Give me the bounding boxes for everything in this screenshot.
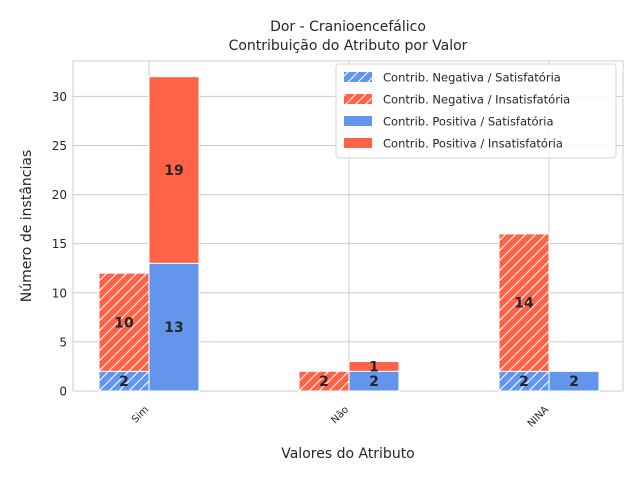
bar-positiva-insatisfatoria: [148, 76, 200, 264]
bar-hatch: [99, 273, 149, 372]
bar-value-label: 2: [569, 374, 579, 390]
bar-positiva-satisfatoria: [548, 370, 600, 392]
legend-label: Contrib. Positiva / Satisfatória: [383, 115, 554, 129]
bar-value-label: 19: [164, 163, 183, 179]
y-tick-label: 15: [52, 237, 67, 251]
legend-swatch-hatch: [344, 72, 372, 82]
y-axis-label: Número de instâncias: [19, 150, 35, 302]
legend: Contrib. Negativa / Satisfatória Contrib.…: [335, 63, 617, 159]
bar-value-label: 13: [164, 320, 183, 336]
bar-positiva-insatisfatoria: [348, 361, 400, 372]
y-tick-label: 25: [52, 139, 67, 153]
legend-label: Contrib. Positiva / Insatisfatória: [383, 137, 563, 151]
legend-label: Contrib. Negativa / Insatisfatória: [383, 93, 570, 107]
bar-value-label: 10: [114, 315, 134, 331]
bar-hatch: [99, 371, 149, 391]
y-tick-label: 20: [52, 188, 67, 202]
y-tick-label: 5: [59, 335, 67, 349]
legend-box: [335, 63, 617, 159]
legend-label: Contrib. Negativa / Satisfatória: [383, 71, 561, 85]
x-axis-ticks: Sim Não NINA: [130, 404, 551, 429]
legend-swatch: [344, 116, 372, 126]
bar-hatch: [299, 371, 349, 391]
x-tick-label: Sim: [130, 404, 151, 425]
bars: [98, 76, 600, 392]
bar-hatch: [499, 371, 549, 391]
x-tick-label: NINA: [526, 404, 551, 429]
bar-value-label: 1: [369, 359, 379, 375]
bar-positiva-satisfatoria: [148, 262, 200, 392]
y-tick-label: 10: [52, 286, 67, 300]
legend-swatch-hatch: [344, 94, 372, 104]
legend-swatch: [344, 138, 372, 148]
chart-subtitle: Contribuição do Atributo por Valor: [229, 38, 468, 54]
x-axis-label: Valores do Atributo: [281, 446, 415, 462]
bar-value-label: 2: [319, 374, 329, 390]
x-tick-label: Não: [329, 404, 351, 426]
bar-value-label: 2: [369, 374, 379, 390]
bar-value-label: 14: [514, 296, 534, 312]
y-tick-label: 0: [59, 385, 67, 399]
y-tick-label: 30: [52, 90, 67, 104]
bar-value-label: 2: [119, 374, 129, 390]
chart-title: Dor - Cranioencefálico: [270, 19, 426, 35]
bar-hatch: [499, 233, 549, 372]
y-axis-ticks: 0 5 10 15 20 25 30: [52, 90, 67, 399]
bar-value-label: 2: [519, 374, 529, 390]
